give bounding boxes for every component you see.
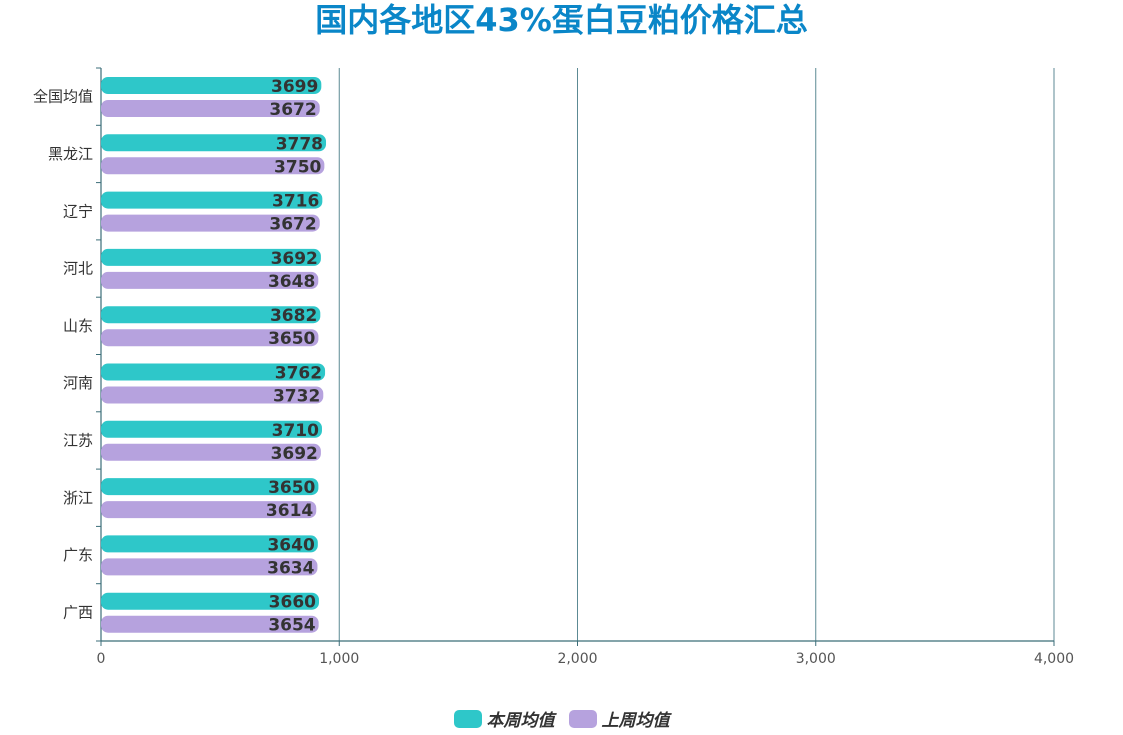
data-label: 3650 xyxy=(268,478,315,498)
bar-last-week xyxy=(101,157,325,175)
bar-last-week xyxy=(101,615,319,633)
category-label: 全国均值 xyxy=(33,88,93,106)
data-label: 3648 xyxy=(268,272,315,292)
bar-this-week xyxy=(101,77,322,94)
bar-this-week xyxy=(101,134,327,152)
bar-this-week xyxy=(101,248,321,266)
bar-chart: 0 1,000 2,000 3,000 4,000 全国均值 3699 3672 黑龙江 3778… xyxy=(33,67,1074,667)
category-label: 广东 xyxy=(63,546,93,564)
bar-last-week xyxy=(101,214,320,232)
legend-label: 上周均值 xyxy=(601,711,670,731)
data-label: 3778 xyxy=(276,134,323,154)
data-label: 3654 xyxy=(268,616,315,636)
bar-this-week xyxy=(101,478,319,496)
legend-item[interactable]: 本周均值 xyxy=(453,706,555,731)
x-tick-label: 2,000 xyxy=(557,651,597,667)
category-label: 山东 xyxy=(63,317,93,335)
bar-last-week xyxy=(101,443,321,461)
data-label: 3660 xyxy=(269,593,316,613)
bar-this-week xyxy=(101,420,322,438)
category-label: 河北 xyxy=(63,260,93,278)
bar-this-week xyxy=(101,592,319,610)
data-label: 3640 xyxy=(267,535,314,555)
data-label: 3672 xyxy=(269,100,316,120)
bar-last-week xyxy=(101,558,318,576)
bar-this-week xyxy=(101,363,326,381)
category-label: 江苏 xyxy=(63,431,93,449)
bar-last-week xyxy=(101,100,320,117)
x-tick-label: 3,000 xyxy=(796,651,836,667)
data-label: 3750 xyxy=(274,157,321,177)
legend-swatch xyxy=(453,709,482,728)
data-label: 3692 xyxy=(271,444,318,464)
data-label: 3732 xyxy=(273,387,320,407)
category-label: 广西 xyxy=(63,603,93,621)
bar-this-week xyxy=(101,535,318,553)
legend-label: 本周均值 xyxy=(486,711,555,731)
x-tick-label: 0 xyxy=(97,651,106,667)
legend: 本周均值 上周均值 xyxy=(0,706,1123,731)
x-tick-label: 4,000 xyxy=(1034,651,1074,667)
x-tick-label: 1,000 xyxy=(319,651,359,667)
bar-last-week xyxy=(101,501,317,519)
bar-last-week xyxy=(101,271,319,289)
legend-swatch xyxy=(568,709,597,728)
category-label: 辽宁 xyxy=(63,202,93,220)
data-label: 3634 xyxy=(267,558,314,578)
legend-item[interactable]: 上周均值 xyxy=(568,706,670,731)
bar-this-week xyxy=(101,191,323,209)
data-label: 3692 xyxy=(271,249,318,269)
data-label: 3614 xyxy=(266,501,313,521)
bar-last-week xyxy=(101,386,324,404)
data-label: 3699 xyxy=(271,77,318,97)
data-label: 3650 xyxy=(268,329,315,349)
category-label: 浙江 xyxy=(63,489,93,507)
data-label: 3672 xyxy=(269,215,316,235)
data-label: 3716 xyxy=(272,192,319,212)
data-label: 3710 xyxy=(272,421,319,441)
category-label: 黑龙江 xyxy=(48,145,93,163)
chart-title: 国内各地区43%蛋白豆粕价格汇总 xyxy=(315,1,808,39)
data-label: 3762 xyxy=(275,364,322,384)
category-label: 河南 xyxy=(63,374,93,392)
data-label: 3682 xyxy=(270,306,317,326)
bar-this-week xyxy=(101,306,321,324)
bar-last-week xyxy=(101,329,319,347)
